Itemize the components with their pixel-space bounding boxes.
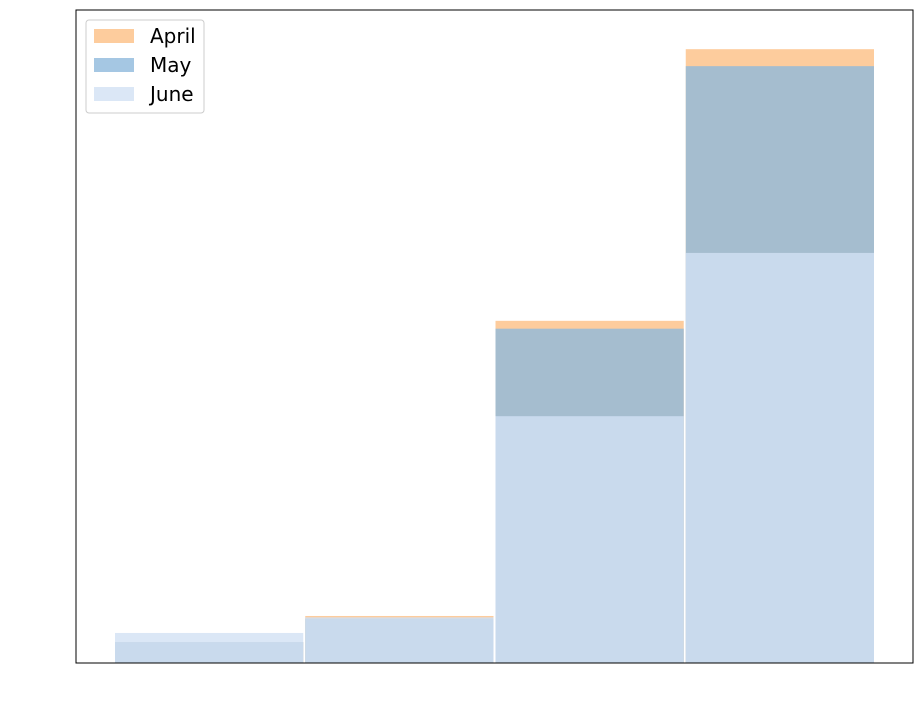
axes-frame bbox=[75, 9, 914, 664]
bar-june-bin-1 bbox=[115, 632, 304, 663]
bar-june-bin-4 bbox=[685, 252, 874, 663]
legend: April May June bbox=[85, 19, 205, 114]
bar-june-bin-3 bbox=[495, 416, 684, 663]
legend-label-may: May bbox=[150, 53, 192, 77]
bar-june-bin-2 bbox=[305, 617, 494, 663]
legend-label-june: June bbox=[148, 82, 194, 106]
legend-swatch-june bbox=[94, 87, 134, 101]
legend-swatch-april bbox=[94, 29, 134, 43]
legend-label-april: April bbox=[150, 24, 196, 48]
bars-layer bbox=[115, 49, 874, 664]
legend-swatch-may bbox=[94, 58, 134, 72]
